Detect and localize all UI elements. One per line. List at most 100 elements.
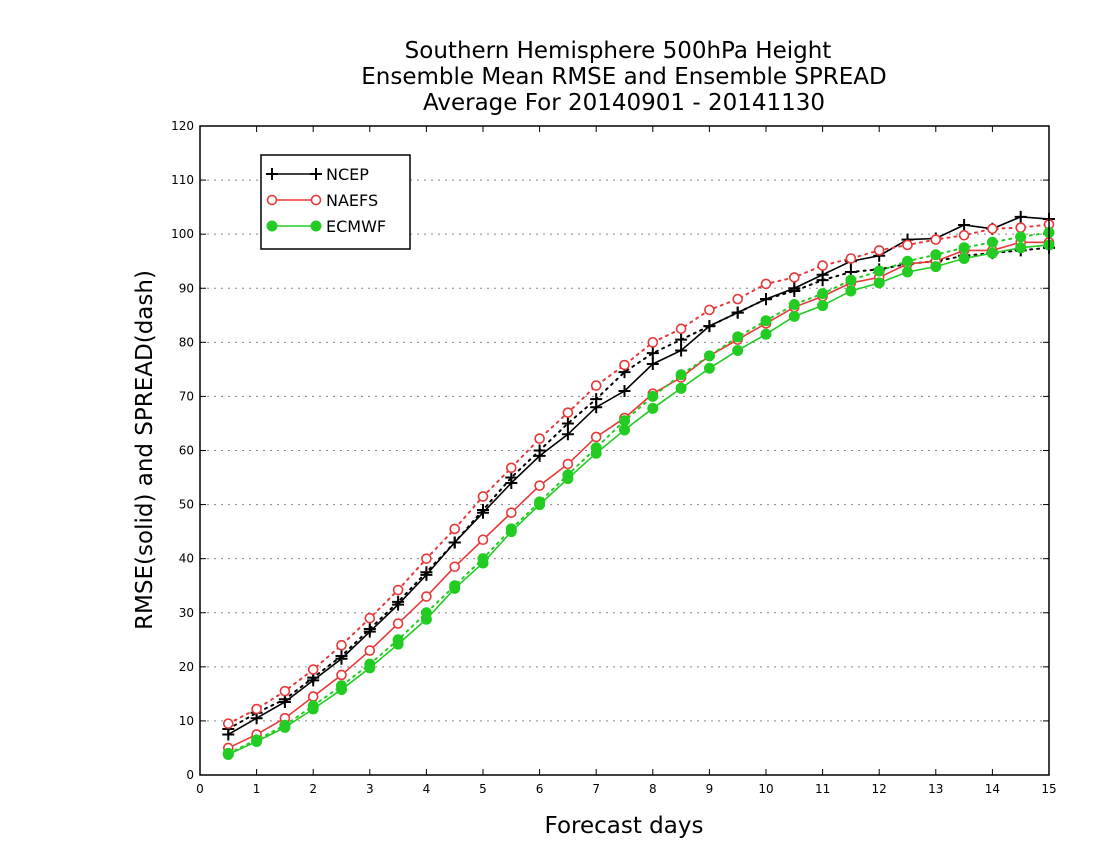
rmse-point-naefs (336, 669, 347, 681)
rmse-point-ncep (958, 218, 971, 231)
spread-point-naefs (788, 272, 800, 283)
x-tick-label: 15 (1041, 782, 1056, 796)
rmse-point-naefs (364, 645, 376, 656)
legend-box (260, 154, 411, 250)
spread-point-naefs (675, 323, 687, 335)
rmse-point-ecmwf (703, 362, 715, 374)
spread-point-naefs (619, 359, 630, 371)
spread-point-ecmwf (958, 242, 970, 254)
spread-point-naefs (987, 223, 998, 235)
y-tick-label: 120 (171, 119, 194, 133)
rmse-point-ncep (278, 695, 291, 708)
x-tick-label: 0 (196, 782, 204, 796)
legend-label-ecmwf: ECMWF (326, 217, 386, 236)
rmse-point-naefs (505, 507, 517, 518)
rmse-point-ecmwf (647, 402, 659, 414)
spread-point-naefs (307, 664, 319, 675)
rmse-point-ecmwf (1015, 242, 1027, 254)
rmse-point-ecmwf (420, 613, 432, 625)
rmse-line-ncep (227, 216, 1050, 736)
spread-point-naefs (704, 304, 715, 316)
spread-point-naefs (336, 639, 347, 651)
legend: NCEP NAEFS ECMWF (260, 154, 411, 250)
series-naefs (223, 219, 1055, 754)
y-tick-label: 70 (179, 389, 194, 403)
spread-point-ecmwf (788, 298, 800, 310)
rmse-point-ecmwf (902, 266, 913, 278)
chart-title: Southern Hemisphere 500hPa Height Ensemb… (361, 38, 886, 116)
rmse-point-ncep (1014, 210, 1027, 223)
series-ncep (222, 210, 1055, 741)
x-tick-label: 9 (706, 782, 714, 796)
rmse-point-ecmwf (449, 582, 461, 594)
rmse-point-ncep (420, 568, 433, 581)
spread-point-naefs (562, 407, 574, 418)
legend-marker-ecmwf (310, 220, 322, 232)
rmse-line-naefs (227, 241, 1049, 749)
spread-line-ecmwf (227, 231, 1050, 755)
rmse-point-ncep (646, 357, 659, 370)
x-tick-label: 13 (928, 782, 943, 796)
legend-marker-ncep (266, 168, 278, 180)
x-tick-label: 5 (479, 782, 487, 796)
rmse-point-ecmwf (364, 662, 376, 674)
rmse-point-ecmwf (788, 310, 800, 322)
rmse-point-ncep (307, 674, 320, 687)
spread-point-naefs (251, 703, 262, 715)
rmse-point-ncep (561, 428, 574, 441)
rmse-point-ecmwf (477, 557, 489, 569)
rmse-point-ecmwf (817, 300, 829, 312)
x-tick-label: 2 (309, 782, 317, 796)
chart-title-line-2: Ensemble Mean RMSE and Ensemble SPREAD (361, 64, 886, 90)
x-axis-label: Forecast days (545, 813, 704, 839)
rmse-point-ncep (363, 625, 376, 638)
rmse-point-ecmwf (279, 721, 291, 733)
rmse-point-ecmwf (986, 247, 998, 259)
spread-point-naefs (930, 234, 942, 245)
rmse-point-ecmwf (534, 499, 546, 511)
rmse-point-ecmwf (760, 328, 772, 340)
spread-point-ecmwf (703, 350, 715, 362)
x-tick-label: 4 (423, 782, 431, 796)
y-tick-label: 50 (179, 498, 194, 512)
rmse-point-ncep (533, 449, 546, 462)
rmse-point-ncep (335, 652, 348, 665)
x-tick-label: 14 (985, 782, 1000, 796)
spread-point-ecmwf (902, 255, 913, 267)
rmse-point-ecmwf (222, 748, 234, 760)
rmse-point-ecmwf (562, 473, 574, 485)
spread-point-ecmwf (817, 288, 829, 300)
y-tick-label: 100 (171, 227, 194, 241)
rmse-point-ecmwf (958, 253, 970, 265)
rmse-point-ecmwf (392, 638, 404, 650)
rmse-point-ecmwf (732, 344, 744, 356)
rmse-point-naefs (421, 591, 432, 602)
spread-point-naefs (732, 293, 744, 305)
rmse-point-ecmwf (930, 261, 942, 273)
rmse-point-ncep (505, 476, 518, 489)
spread-point-ecmwf (760, 315, 772, 327)
spread-point-ecmwf (873, 265, 885, 277)
rmse-point-ecmwf (619, 424, 630, 436)
y-tick-label: 40 (179, 552, 194, 566)
spread-point-naefs (873, 245, 885, 256)
rmse-point-ncep (675, 344, 688, 357)
spread-point-naefs (421, 553, 432, 564)
grid-lines (200, 179, 1049, 722)
rmse-point-ecmwf (307, 703, 319, 715)
series-layer (222, 210, 1055, 760)
rmse-point-naefs (534, 480, 545, 491)
y-tick-label: 30 (179, 606, 194, 620)
spread-point-naefs (902, 239, 913, 251)
spread-point-naefs (590, 380, 602, 391)
x-tick-label: 1 (253, 782, 261, 796)
spread-point-ecmwf (845, 274, 857, 286)
spread-point-ncep (561, 417, 574, 430)
rmse-point-naefs (307, 691, 319, 702)
rmse-point-ncep (222, 728, 235, 741)
x-tick-label: 6 (536, 782, 544, 796)
legend-marker-ecmwf (266, 220, 278, 232)
rmse-point-ncep (731, 306, 744, 319)
spread-point-ecmwf (619, 415, 630, 427)
